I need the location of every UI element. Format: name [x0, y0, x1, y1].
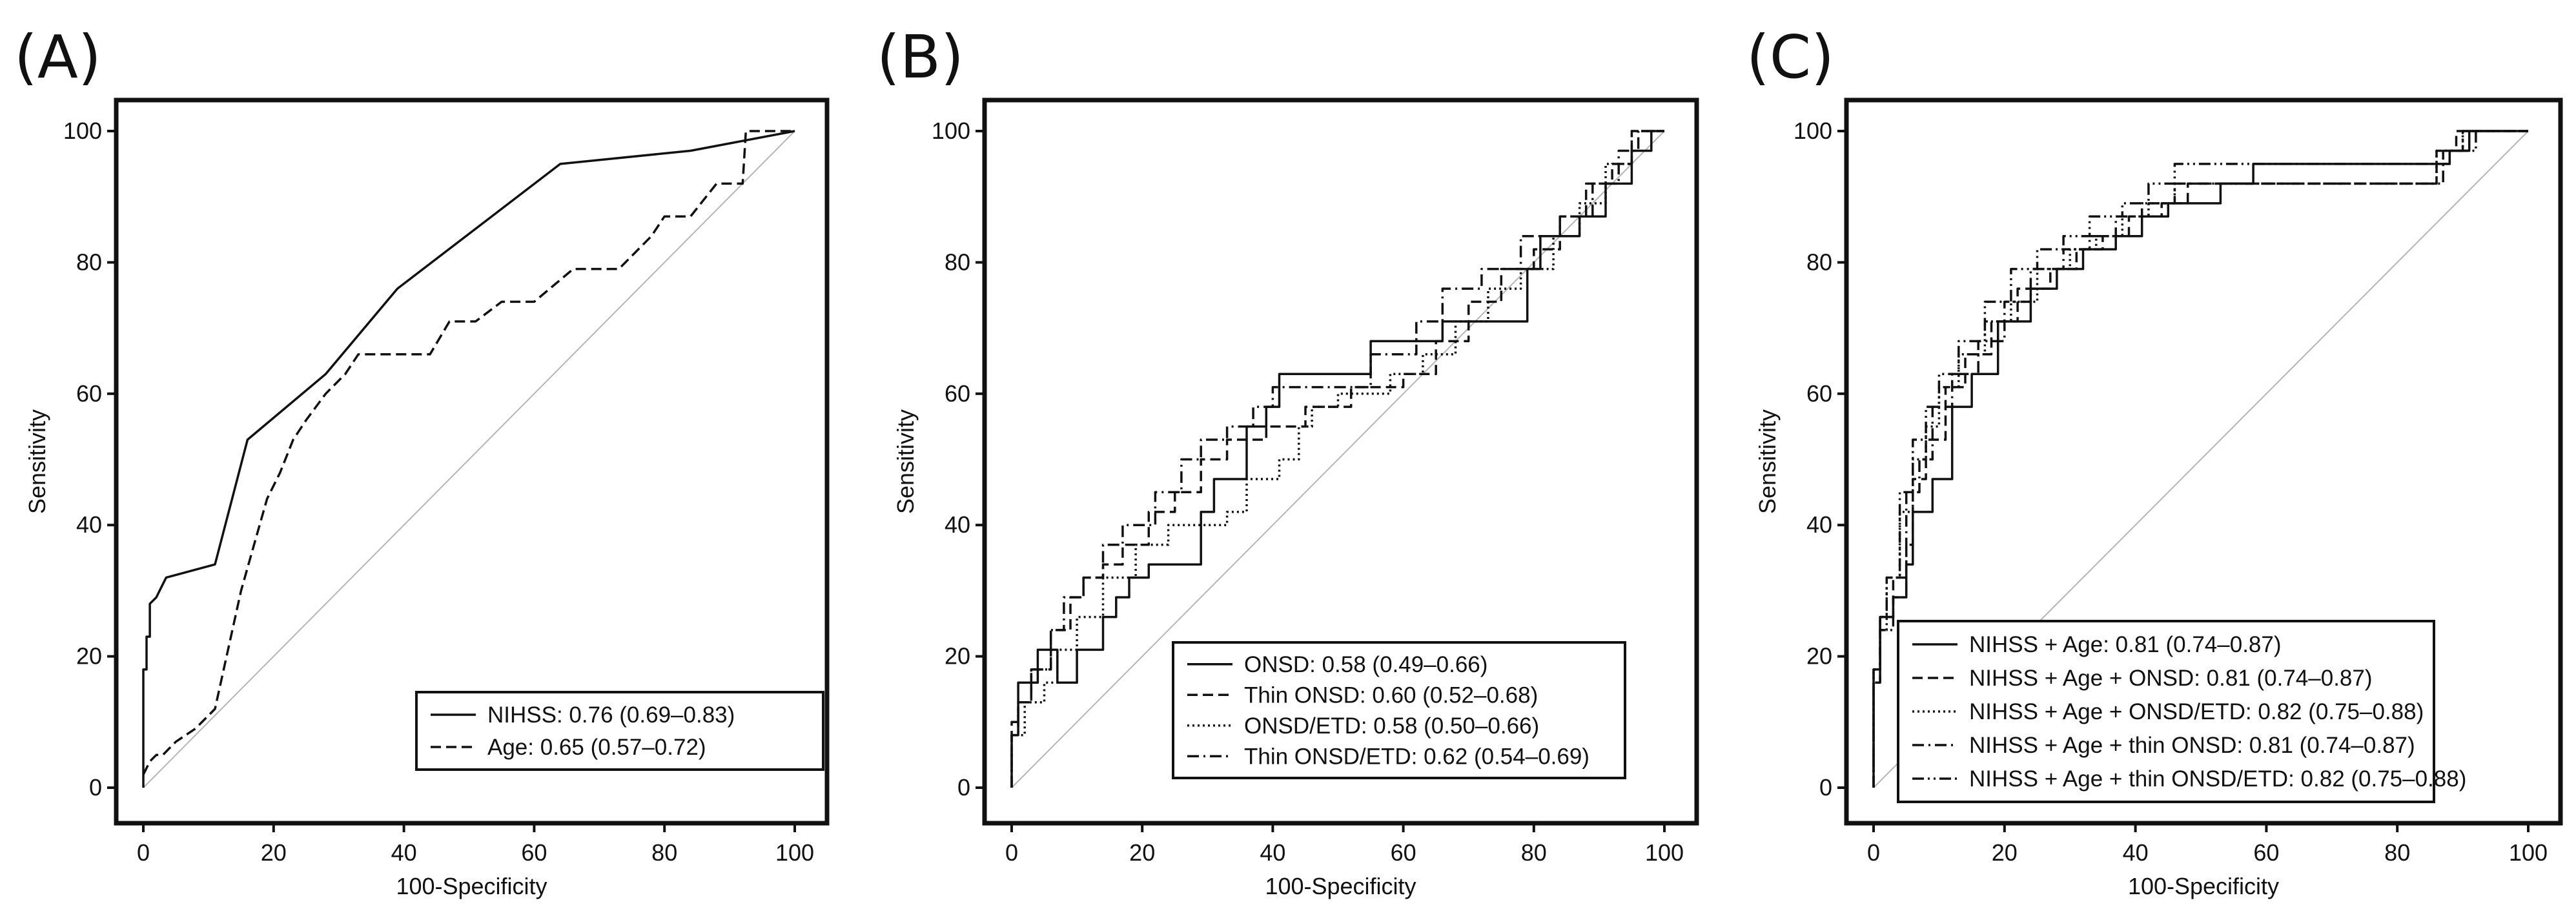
roc-curve-nihss — [142, 130, 795, 788]
y-tick-label: 100 — [63, 118, 102, 144]
x-tick-label: 80 — [651, 839, 677, 866]
plot-frame — [1844, 97, 2563, 826]
y-tick-label: 40 — [945, 511, 970, 538]
legend-entry: ONSD/ETD: 0.58 (0.50–0.66) — [1244, 713, 1539, 739]
x-tick-label: 0 — [137, 839, 150, 866]
legend-entry: NIHSS + Age + ONSD/ETD: 0.82 (0.75–0.88) — [1969, 699, 2424, 724]
legend: ONSD: 0.58 (0.49–0.66) Thin ONSD: 0.60 (0… — [1172, 641, 1626, 779]
reference-diagonal — [1011, 130, 1665, 788]
x-tick-label: 40 — [2123, 839, 2149, 866]
x-tick-label: 40 — [391, 839, 417, 866]
y-tick-label: 0 — [957, 774, 970, 801]
roc-curve-onsd-etd — [1010, 130, 1664, 788]
y-tick-label: 20 — [76, 643, 102, 670]
roc-curve-thin-onsd — [1010, 130, 1664, 788]
y-tick-label: 80 — [1806, 249, 1832, 275]
y-tick-label: 60 — [1806, 380, 1832, 407]
panel-label: (C) — [1746, 23, 1834, 92]
y-tick-label: 80 — [945, 249, 970, 275]
legend-entry: Thin ONSD/ETD: 0.62 (0.54–0.69) — [1244, 744, 1590, 769]
roc-curve-thin-onsd-etd — [1010, 130, 1664, 788]
y-axis-title: Sensitivity — [24, 409, 50, 514]
y-axis-title: Sensitivity — [1754, 409, 1781, 514]
x-tick-label: 80 — [2384, 839, 2410, 866]
y-tick-label: 20 — [945, 643, 970, 670]
legend-entry: NIHSS + Age + ONSD: 0.81 (0.74–0.87) — [1969, 666, 2373, 691]
roc-curve-nihss-age-onsd — [1872, 130, 2528, 788]
x-axis-title: 100-Specificity — [2128, 873, 2279, 899]
panel-label: (A) — [14, 23, 101, 92]
roc-panel-2: (C) 0 20 40 60 80 100 0 20 40 60 80 100 100-Specifici… — [1746, 23, 2563, 899]
legend-box — [1897, 620, 2435, 803]
y-tick-label: 0 — [1819, 774, 1832, 801]
x-tick-label: 60 — [2253, 839, 2279, 866]
plot-frame — [114, 97, 830, 826]
legend-entry: NIHSS: 0.76 (0.69–0.83) — [487, 702, 735, 728]
legend-box — [1172, 641, 1626, 779]
roc-curve-nihss-age-thin-onsd-etd — [1872, 130, 2528, 788]
y-axis-title: Sensitivity — [892, 409, 919, 514]
x-tick-label: 100 — [1645, 839, 1684, 866]
x-tick-label: 80 — [1521, 839, 1547, 866]
y-tick-label: 60 — [945, 380, 970, 407]
legend-entry: NIHSS + Age: 0.81 (0.74–0.87) — [1969, 632, 2282, 657]
roc-panel-0: (A) 0 20 40 60 80 100 0 20 40 60 80 100 100-Specifici… — [14, 23, 830, 899]
legend-box — [415, 691, 824, 771]
legend-entry: NIHSS + Age + thin ONSD: 0.81 (0.74–0.87… — [1969, 733, 2415, 758]
legend-entry: NIHSS + Age + thin ONSD/ETD: 0.82 (0.75–… — [1969, 766, 2466, 792]
y-tick-label: 60 — [76, 380, 102, 407]
x-axis-title: 100-Specificity — [1265, 873, 1416, 899]
x-tick-label: 0 — [1867, 839, 1880, 866]
x-tick-label: 100 — [775, 839, 814, 866]
x-axis-title: 100-Specificity — [396, 873, 547, 899]
x-tick-label: 60 — [1391, 839, 1416, 866]
y-tick-label: 40 — [76, 511, 102, 538]
y-tick-label: 0 — [89, 774, 102, 801]
reference-diagonal — [143, 130, 795, 788]
roc-curve-age — [142, 130, 795, 775]
roc-panel-1: (B) 0 20 40 60 80 100 0 20 40 60 80 100 100-Specifici… — [877, 23, 1699, 899]
x-tick-label: 0 — [1005, 839, 1018, 866]
roc-curve-nihss-age-thin-onsd — [1872, 130, 2528, 788]
x-tick-label: 20 — [261, 839, 287, 866]
x-tick-label: 20 — [1992, 839, 2018, 866]
legend-entry: ONSD: 0.58 (0.49–0.66) — [1244, 652, 1487, 677]
x-tick-label: 100 — [2509, 839, 2548, 866]
y-tick-label: 100 — [1794, 118, 1832, 144]
legend: NIHSS + Age: 0.81 (0.74–0.87) NIHSS + Age… — [1897, 620, 2466, 803]
x-tick-label: 60 — [521, 839, 547, 866]
y-tick-label: 80 — [76, 249, 102, 275]
x-tick-label: 40 — [1260, 839, 1285, 866]
panel-label: (B) — [877, 23, 964, 92]
legend-entry: Thin ONSD: 0.60 (0.52–0.68) — [1244, 682, 1538, 708]
y-tick-label: 20 — [1806, 643, 1832, 670]
y-tick-label: 40 — [1806, 511, 1832, 538]
legend: NIHSS: 0.76 (0.69–0.83) Age: 0.65 (0.57–0… — [415, 691, 824, 771]
x-tick-label: 20 — [1129, 839, 1155, 866]
y-tick-label: 100 — [932, 118, 970, 144]
legend-entry: Age: 0.65 (0.57–0.72) — [487, 735, 706, 760]
plot-frame — [982, 97, 1699, 826]
